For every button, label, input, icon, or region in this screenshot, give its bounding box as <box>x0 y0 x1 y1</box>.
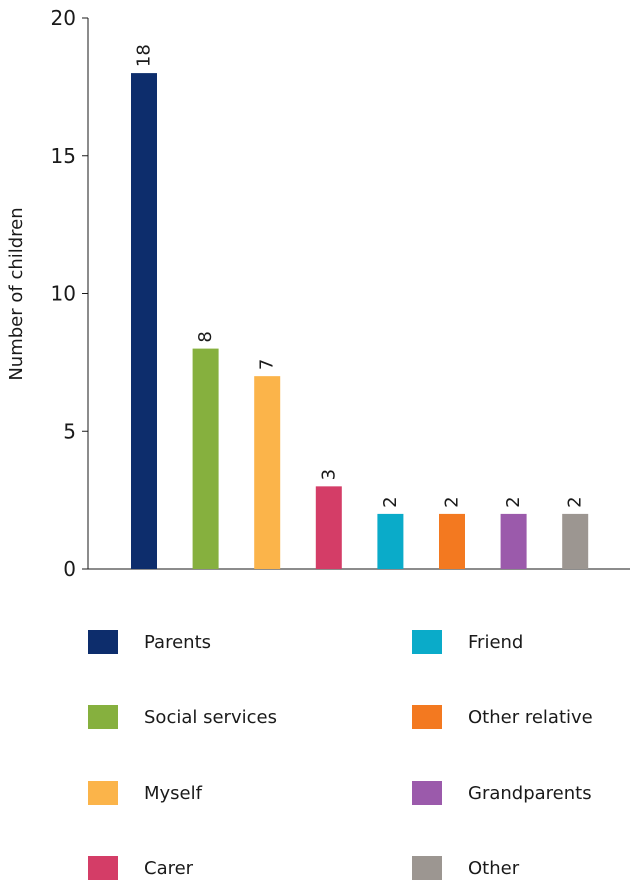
legend-label: Grandparents <box>468 782 592 804</box>
bar-data-label: 2 <box>565 496 586 507</box>
legend-item-other: Other <box>412 856 519 880</box>
y-axis-label: Number of children <box>6 207 27 380</box>
legend-label: Myself <box>144 782 202 804</box>
legend-label: Friend <box>468 631 524 653</box>
bar-data-label: 8 <box>195 331 216 342</box>
y-tick-label: 20 <box>51 6 76 30</box>
legend-item-other-relative: Other relative <box>412 705 593 729</box>
legend-item-grandparents: Grandparents <box>412 781 592 805</box>
y-axis: 0 5 10 15 20 <box>51 6 630 581</box>
bar-data-label: 2 <box>503 496 524 507</box>
bar-carer <box>315 486 342 569</box>
legend-swatch <box>88 630 118 654</box>
bar-chart: 0 5 10 15 20 Number of children 18 8 7 3 2 2 2 2 <box>6 6 630 581</box>
legend-item-social-services: Social services <box>88 705 277 729</box>
bars: 18 8 7 3 2 2 2 2 <box>131 44 589 569</box>
legend-swatch <box>412 630 442 654</box>
legend-item-friend: Friend <box>412 630 523 654</box>
legend-label: Social services <box>144 706 277 728</box>
legend-label: Parents <box>144 631 211 653</box>
legend-label: Carer <box>144 857 194 879</box>
legend-swatch <box>412 781 442 805</box>
legend-swatch <box>412 705 442 729</box>
bar-data-label: 18 <box>134 44 155 67</box>
y-tick-label: 5 <box>63 419 76 443</box>
bar-data-label: 2 <box>380 496 401 507</box>
legend-swatch <box>412 856 442 880</box>
legend-swatch <box>88 856 118 880</box>
y-tick-label: 10 <box>51 282 76 306</box>
y-tick-label: 0 <box>63 557 76 581</box>
bar-myself <box>254 376 281 569</box>
legend-label: Other relative <box>468 706 593 728</box>
bar-friend <box>377 513 404 569</box>
bar-data-label: 7 <box>257 359 278 370</box>
legend-item-parents: Parents <box>88 630 211 654</box>
bar-data-label: 2 <box>442 496 463 507</box>
legend-item-carer: Carer <box>88 856 193 880</box>
legend-swatch <box>88 781 118 805</box>
bar-parents <box>131 73 157 569</box>
bar-other-relative <box>439 513 465 569</box>
legend-swatch <box>88 705 118 729</box>
y-tick-label: 15 <box>51 144 76 168</box>
bar-grandparents <box>500 513 527 569</box>
bar-data-label: 3 <box>318 469 339 480</box>
legend-label: Other <box>468 857 520 879</box>
bar-social-services <box>192 348 219 569</box>
legend-item-myself: Myself <box>88 781 202 805</box>
bar-other <box>562 513 589 569</box>
